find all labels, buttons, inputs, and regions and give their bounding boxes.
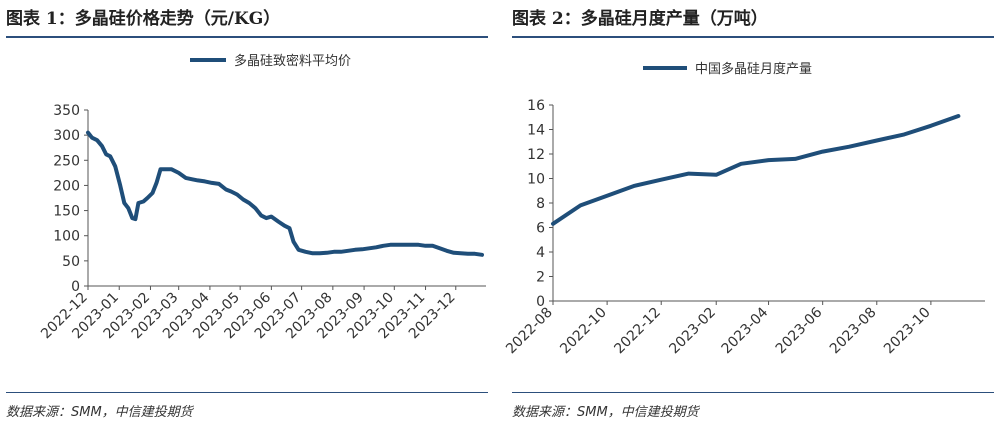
right-y-tick-label: 0 [536, 294, 545, 310]
right-source-note: 数据来源：SMM，中信建投期货 [512, 405, 699, 420]
left-legend-label: 多晶硅致密料平均价 [234, 53, 351, 69]
right-x-tick-label: 2023-08 [827, 305, 880, 358]
left-y-tick-label: 0 [71, 279, 80, 295]
left-bottom-rule [6, 392, 488, 393]
right-legend-label: 中国多晶硅月度产量 [695, 61, 812, 77]
left-y-tick-label: 100 [53, 229, 80, 245]
right-y-tick-label: 2 [536, 270, 545, 286]
left-y-tick-label: 50 [62, 254, 80, 270]
right-y-tick-label: 6 [536, 221, 545, 237]
left-source-note: 数据来源：SMM，中信建投期货 [6, 405, 193, 420]
right-x-tick-label: 2023-06 [773, 304, 826, 357]
right-y-tick-label: 10 [527, 172, 545, 188]
left-title-rule [6, 36, 488, 38]
left-chart-title: 图表 1：多晶硅价格走势（元/KG） [6, 9, 281, 29]
right-chart-title: 图表 2：多晶硅月度产量（万吨） [512, 9, 768, 29]
left-y-tick-label: 250 [53, 153, 80, 169]
right-title-rule [512, 36, 994, 38]
right-x-tick-label: 2023-10 [881, 305, 934, 358]
right-x-tick-label: 2023-04 [719, 304, 772, 357]
right-series-line [551, 114, 961, 226]
right-x-tick-label: 2022-12 [611, 305, 664, 358]
right-x-tick-label: 2022-10 [557, 305, 610, 358]
left-series-line [86, 130, 484, 257]
left-y-tick-label: 200 [53, 178, 80, 194]
right-y-tick-label: 14 [527, 123, 545, 139]
right-y-tick-label: 4 [536, 245, 545, 261]
right-y-tick-label: 16 [527, 98, 545, 114]
left-price-chart: 0501001502002503003502022-122023-012023-… [38, 53, 486, 342]
left-y-tick-label: 150 [53, 204, 80, 220]
right-y-tick-label: 12 [527, 147, 545, 163]
right-x-tick-label: 2022-08 [503, 305, 556, 358]
left-y-tick-label: 350 [53, 103, 80, 119]
right-x-tick-label: 2023-02 [666, 305, 719, 358]
right-y-tick-label: 8 [536, 196, 545, 212]
right-bottom-rule [512, 392, 994, 393]
left-y-tick-label: 300 [53, 128, 80, 144]
